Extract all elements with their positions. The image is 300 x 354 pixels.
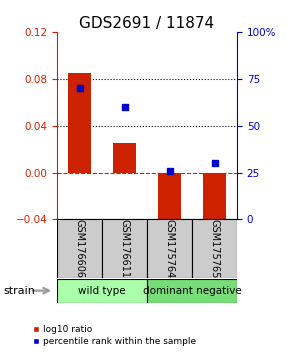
- Bar: [147, 219, 192, 278]
- Text: GSM176611: GSM176611: [119, 219, 130, 278]
- Point: [77, 85, 82, 91]
- Bar: [57, 279, 147, 303]
- Bar: [68, 73, 91, 172]
- Bar: [147, 279, 237, 303]
- Text: GSM176606: GSM176606: [74, 219, 85, 278]
- Point: [212, 160, 217, 166]
- Text: dominant negative: dominant negative: [142, 286, 242, 296]
- Legend: log10 ratio, percentile rank within the sample: log10 ratio, percentile rank within the …: [28, 321, 200, 349]
- Title: GDS2691 / 11874: GDS2691 / 11874: [80, 16, 214, 31]
- Text: GSM175764: GSM175764: [164, 219, 175, 278]
- Bar: [57, 219, 102, 278]
- Text: strain: strain: [3, 286, 35, 296]
- Point: [167, 168, 172, 173]
- Bar: [158, 172, 181, 222]
- Bar: [203, 172, 226, 223]
- Point: [122, 104, 127, 110]
- Bar: [113, 143, 136, 172]
- Text: GSM175765: GSM175765: [209, 219, 220, 278]
- Bar: [192, 219, 237, 278]
- Text: wild type: wild type: [78, 286, 126, 296]
- Bar: [102, 219, 147, 278]
